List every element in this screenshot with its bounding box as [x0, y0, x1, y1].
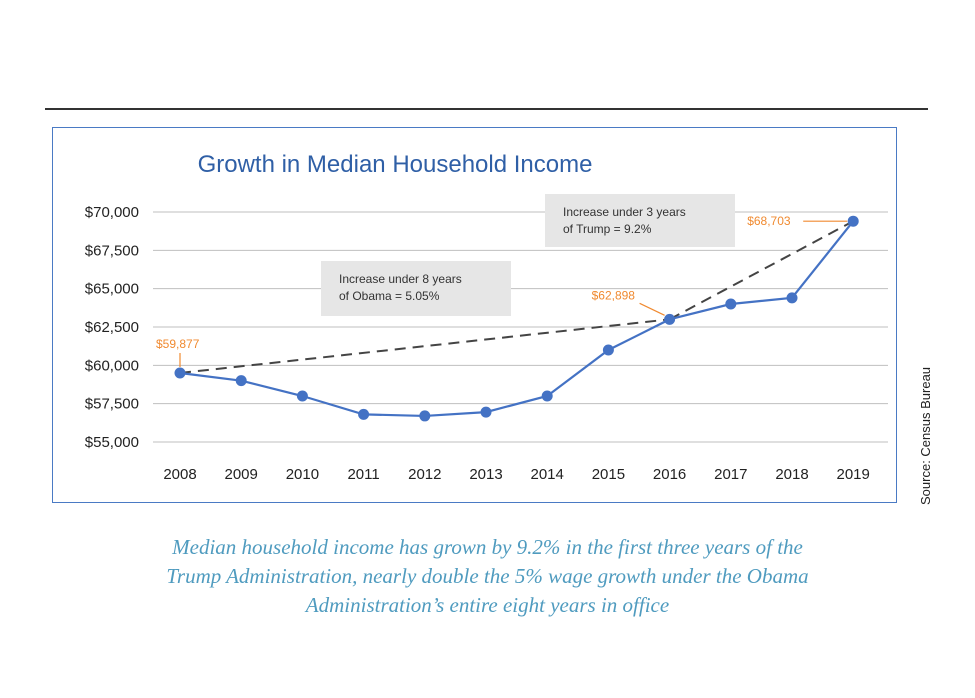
y-tick-label: $70,000	[85, 204, 139, 221]
annotation-box	[321, 261, 511, 316]
chart-frame: Growth in Median Household Income $70,000…	[52, 127, 897, 503]
series-line	[179, 220, 855, 418]
y-tick-label: $60,000	[85, 357, 139, 374]
x-tick-label: 2019	[837, 466, 870, 483]
y-tick-label: $55,000	[85, 434, 139, 451]
annotation-text: Increase under 3 years	[563, 205, 686, 219]
x-tick-label: 2013	[469, 466, 502, 483]
source-note: Source: Census Bureau	[918, 366, 933, 505]
top-divider	[45, 108, 928, 110]
data-label: $62,898	[592, 288, 636, 302]
data-label: $68,703	[747, 214, 791, 228]
data-point	[296, 390, 308, 402]
x-tick-label: 2010	[286, 466, 319, 483]
data-point	[358, 408, 370, 420]
y-tick-label: $67,500	[85, 242, 139, 259]
data-point	[235, 375, 247, 387]
caption-line-1: Median household income has grown by 9.2…	[172, 535, 803, 559]
x-tick-label: 2018	[775, 466, 808, 483]
caption: Median household income has grown by 9.2…	[60, 533, 915, 620]
x-tick-label: 2014	[531, 466, 564, 483]
x-tick-label: 2015	[592, 466, 625, 483]
data-point	[174, 367, 186, 379]
caption-line-2: Trump Administration, nearly double the …	[166, 564, 809, 588]
x-tick-label: 2009	[225, 466, 258, 483]
data-point	[786, 292, 798, 304]
trend-line	[179, 318, 670, 374]
annotation-text: of Obama = 5.05%	[339, 289, 440, 303]
x-tick-label: 2017	[714, 466, 747, 483]
x-tick-label: 2012	[408, 466, 441, 483]
data-point	[664, 313, 676, 325]
x-tick-label: 2008	[163, 466, 196, 483]
chart-title: Growth in Median Household Income	[198, 151, 593, 178]
data-point	[541, 390, 553, 402]
data-point	[602, 344, 614, 356]
y-tick-label: $57,500	[85, 396, 139, 413]
line-chart: Growth in Median Household Income $70,000…	[85, 151, 888, 483]
x-tick-label: 2011	[347, 466, 379, 483]
data-point	[847, 215, 859, 227]
y-tick-label: $65,000	[85, 281, 139, 298]
leader-line	[639, 302, 665, 316]
annotation-box	[545, 194, 735, 247]
x-tick-label: 2016	[653, 466, 686, 483]
y-tick-label: $62,500	[85, 319, 139, 336]
data-point	[725, 298, 737, 310]
annotation-text: Increase under 8 years	[339, 272, 462, 286]
data-label: $59,877	[156, 337, 200, 351]
annotation-text: of Trump = 9.2%	[563, 222, 652, 236]
data-point	[419, 410, 431, 422]
caption-line-3: Administration’s entire eight years in o…	[305, 593, 670, 617]
data-point	[480, 406, 492, 418]
